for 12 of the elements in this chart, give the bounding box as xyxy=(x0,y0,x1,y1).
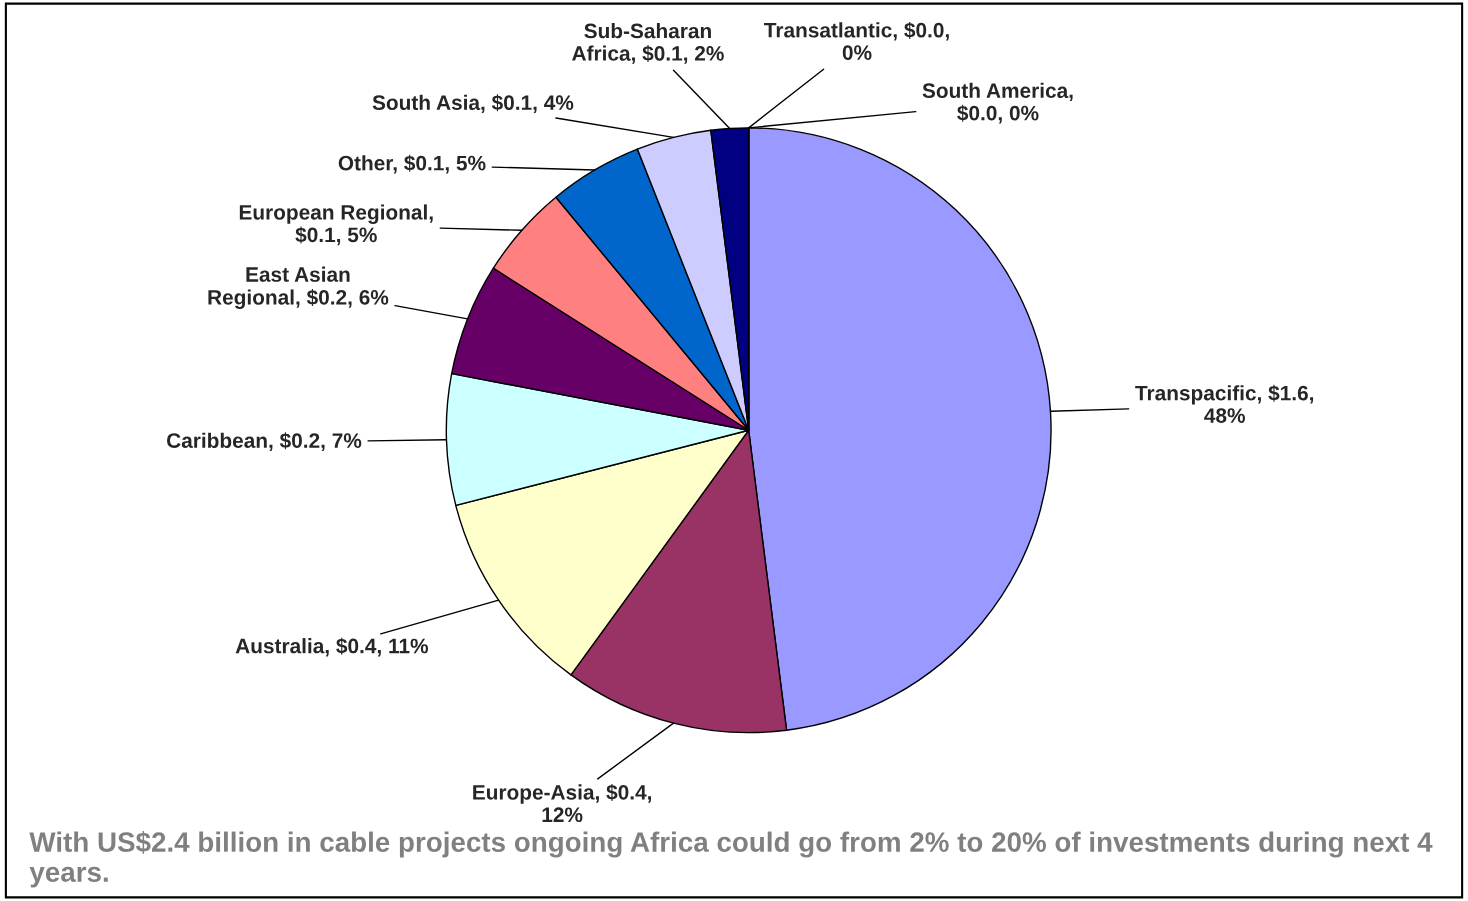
slice-label: East Asian Regional, $0.2, 6% xyxy=(208,266,389,309)
slice-label: Other, $0.1, 5% xyxy=(338,154,486,174)
category-label: South America, $0.0, 0% xyxy=(922,82,1073,124)
slice-label: Sub-Saharan Africa, $0.1, 2% xyxy=(572,23,724,64)
slice-label: European Regional, $0.1, 5% xyxy=(239,204,433,246)
slice-label: Australia, $0.4, 11% xyxy=(235,637,429,657)
slice-label: Caribbean, $0.2, 7% xyxy=(167,432,362,451)
text: With US$2.4 billion in cable projects ongoing Africa could go from 2% to 20% of investments during next 4 years. xyxy=(29,831,1433,888)
slice-label: Europe-Asia, $0.4, 12% xyxy=(473,784,652,823)
slice-label: South Asia, $0.1, 4% xyxy=(372,94,574,114)
category-label: Transatlantic, $0.0, 0% xyxy=(764,21,949,60)
slice-label: Transpacific, $1.6, 48% xyxy=(1135,384,1314,423)
